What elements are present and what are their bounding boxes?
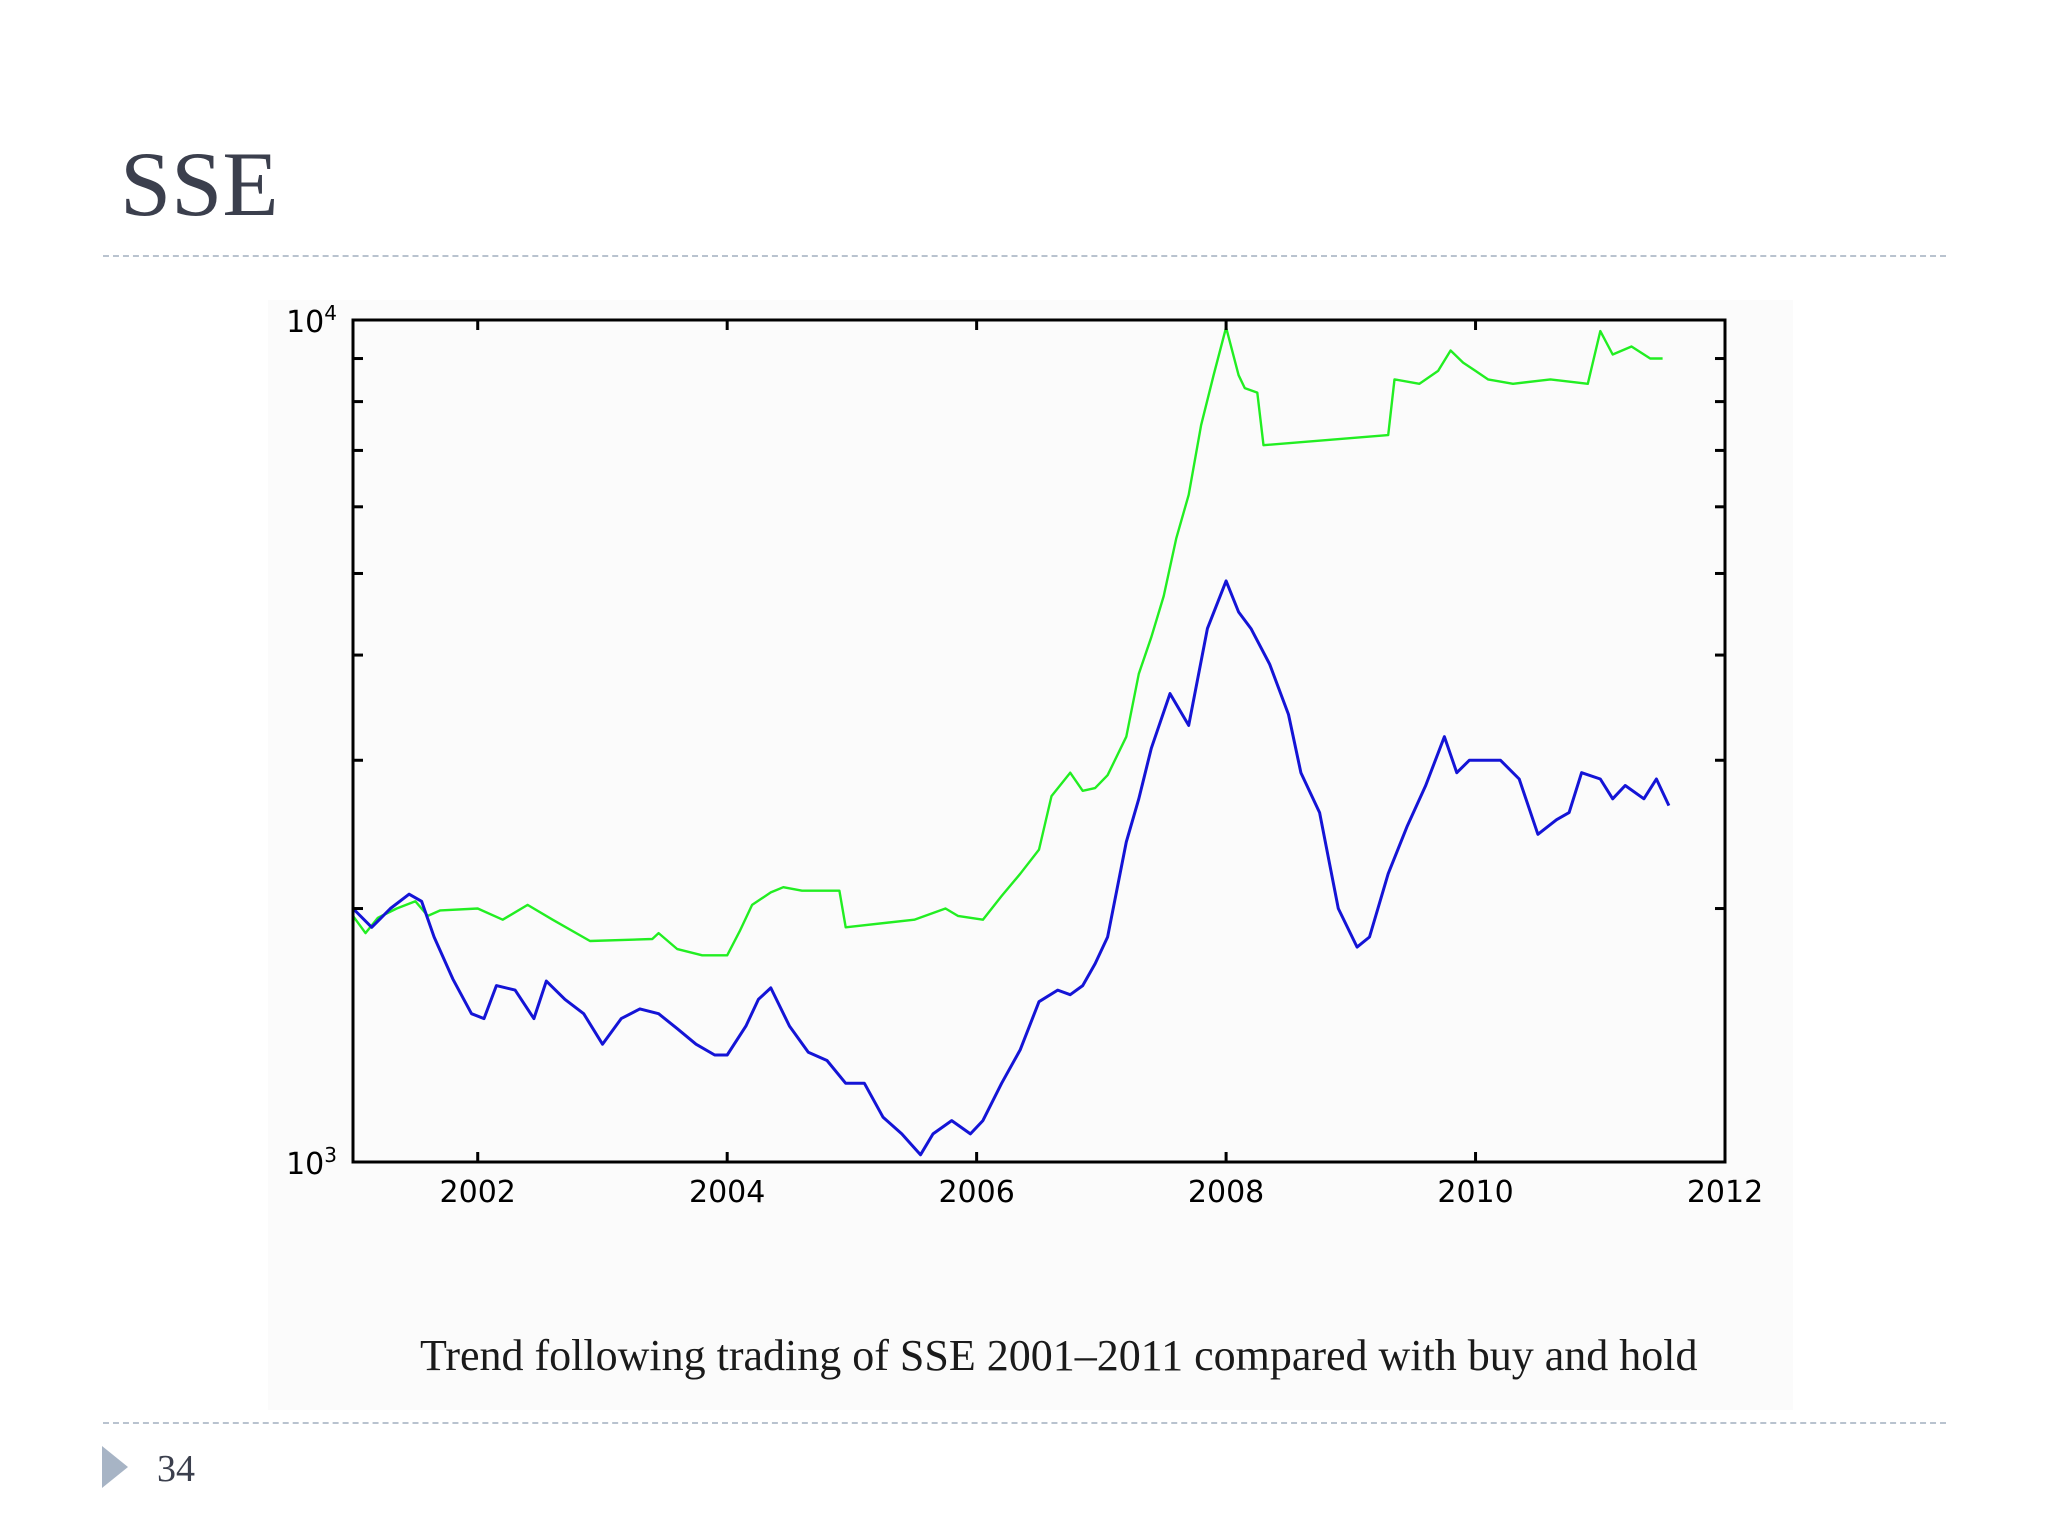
x-tick-label: 2008 [1188, 1175, 1264, 1210]
footer-arrow-icon [102, 1446, 128, 1488]
x-tick-label: 2010 [1437, 1175, 1513, 1210]
x-tick-label: 2012 [1687, 1175, 1763, 1210]
title-divider [103, 255, 1946, 257]
series-line-trend-following [352, 326, 1663, 957]
page-number: 34 [157, 1448, 195, 1490]
x-tick-label: 2002 [440, 1175, 516, 1210]
plot-frame [351, 318, 1727, 1164]
figure-caption: Trend following trading of SSE 2001–2011… [420, 1331, 1698, 1380]
chart-axes [351, 318, 1727, 1164]
y-tick-label-exponent: 3 [324, 1143, 337, 1167]
y-tick-label: 104 [286, 301, 337, 340]
x-tick-label: 2006 [938, 1175, 1014, 1210]
x-tick-label: 2004 [689, 1175, 765, 1210]
slide-title: SSE [120, 133, 279, 235]
chart-lines [351, 326, 1671, 1157]
y-tick-label-exponent: 4 [324, 301, 337, 325]
footer-divider [103, 1422, 1946, 1424]
y-tick-label-base: 10 [286, 1147, 324, 1182]
series-line-buy-and-hold [351, 579, 1671, 1157]
y-tick-label-base: 10 [286, 305, 324, 340]
figure-panel: 2002 2004 2006 2008 2010 2012 104 103 Trend fol… [268, 300, 1793, 1410]
y-tick-label: 103 [286, 1143, 337, 1182]
